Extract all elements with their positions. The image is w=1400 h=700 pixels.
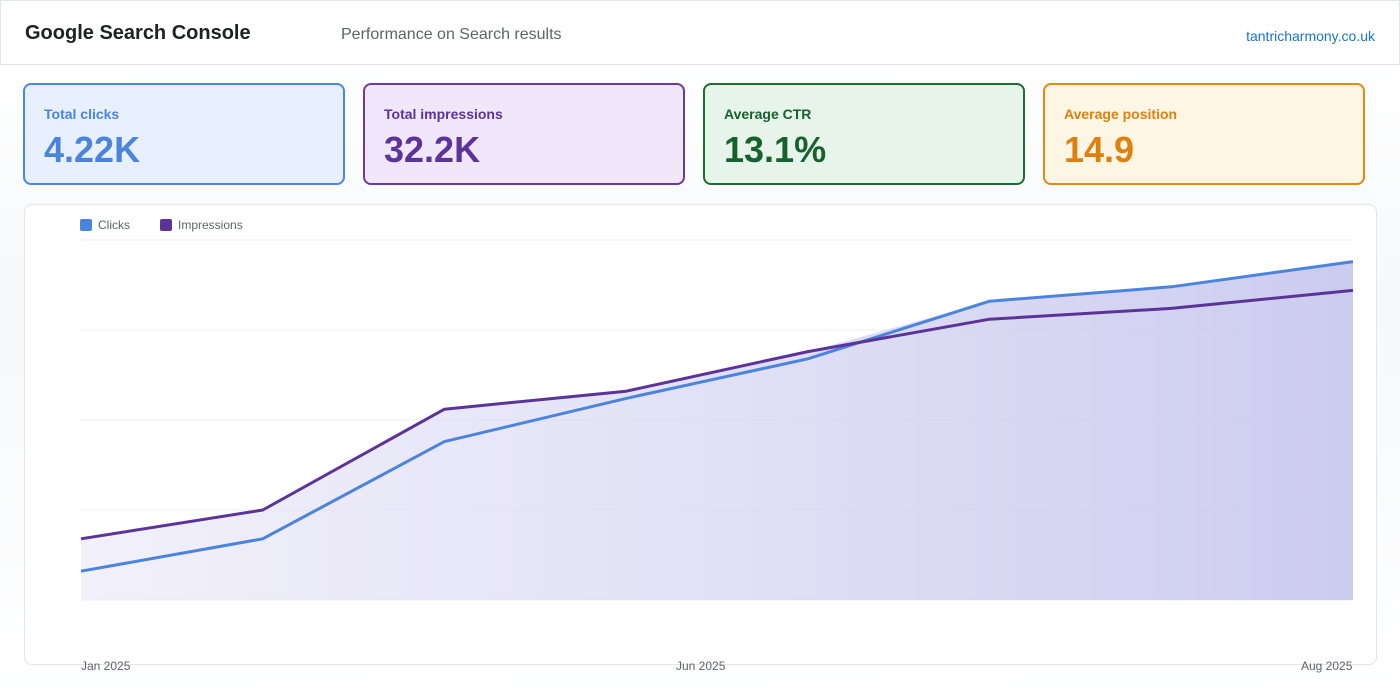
legend-label: Impressions [178, 218, 243, 232]
series-line-clicks[interactable] [80, 260, 1354, 573]
x-tick-label: Jan 2025 [81, 659, 131, 673]
metric-label: Average CTR [724, 106, 812, 122]
metric-label: Total clicks [44, 106, 120, 122]
page-subtitle: Performance on Search results [341, 26, 562, 43]
metric-value: 32.2K [384, 129, 481, 170]
metric-value: 14.9 [1064, 129, 1135, 170]
metric-label: Total impressions [384, 106, 503, 122]
legend-swatch-clicks [80, 219, 92, 231]
legend-impressions[interactable]: Impressions [160, 218, 243, 232]
metric-label: Average position [1064, 106, 1178, 122]
metric-value: 13.1% [724, 129, 827, 170]
performance-chart-panel: Clicks Impressions Jan 2025 Jun 2025 Aug… [24, 204, 1377, 673]
performance-chart [80, 239, 1354, 601]
legend-swatch-impressions [160, 219, 172, 231]
metric-card-impressions[interactable]: Total impressions 32.2K [363, 83, 685, 185]
app-title: Google Search Console [25, 22, 251, 44]
metric-card-ctr[interactable]: Average CTR 13.1% [703, 83, 1025, 185]
site-link[interactable]: tantricharmony.co.uk [1246, 28, 1375, 44]
app-header: Google Search Console Performance on Sea… [0, 0, 1400, 65]
metric-value: 4.22K [44, 129, 141, 170]
metric-card-clicks[interactable]: Total clicks 4.22K [23, 83, 345, 185]
metric-card-position[interactable]: Average position 14.9 [1043, 83, 1365, 185]
legend-clicks[interactable]: Clicks [80, 218, 130, 232]
chart-area-fill [81, 261, 1353, 600]
series-line-impressions[interactable] [80, 288, 1354, 541]
x-tick-label: Jun 2025 [676, 659, 726, 673]
x-tick-label: Aug 2025 [1301, 659, 1353, 673]
legend-label: Clicks [98, 218, 130, 232]
